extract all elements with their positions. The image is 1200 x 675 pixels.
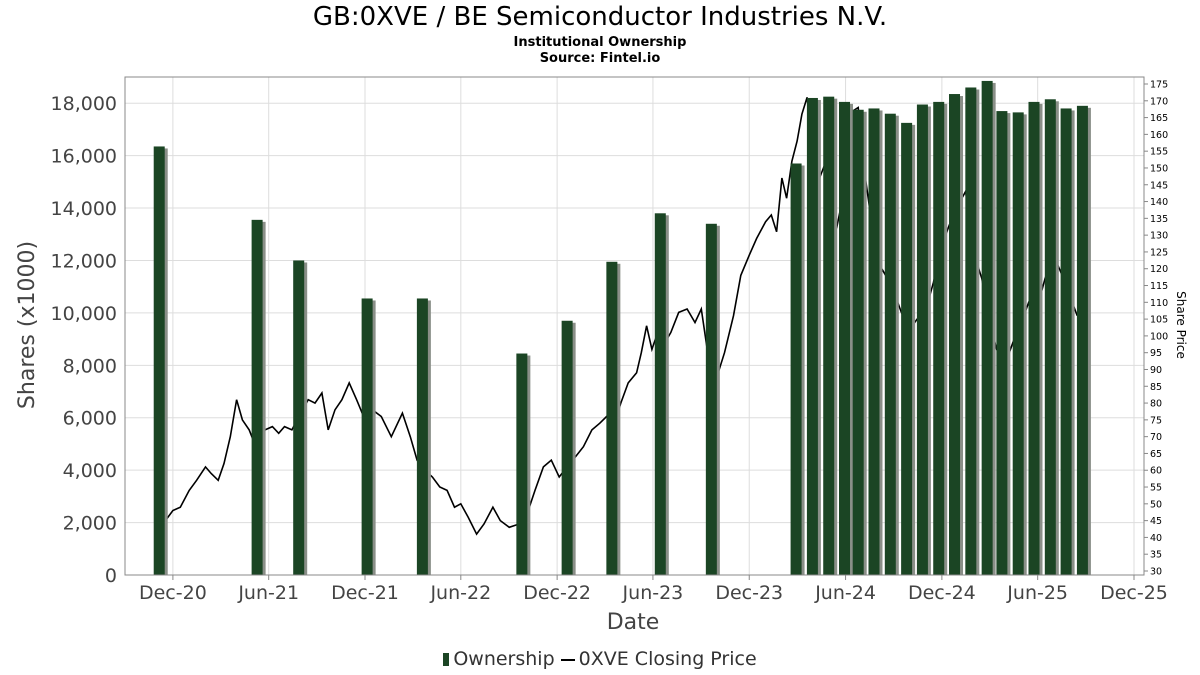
ownership-bar <box>981 80 993 575</box>
ownership-bar <box>1028 101 1040 576</box>
ownership-bar <box>705 223 717 576</box>
legend-ownership-label: Ownership <box>453 648 555 670</box>
y2-tick-label: 175 <box>1150 80 1168 91</box>
ownership-bar <box>516 353 528 575</box>
ownership-bars <box>153 80 1091 576</box>
y-tick-label: 16,000 <box>51 146 117 168</box>
ownership-bar <box>416 298 428 575</box>
legend-ownership-swatch <box>443 653 450 666</box>
y-tick-label: 0 <box>105 565 117 587</box>
y2-tick-label: 30 <box>1150 567 1162 578</box>
x-tick-label: Dec-24 <box>908 582 976 604</box>
ownership-bar <box>852 109 864 576</box>
y2-tick-label: 165 <box>1150 113 1168 124</box>
y2-tick-label: 125 <box>1150 247 1168 258</box>
y2-tick-label: 130 <box>1150 231 1168 242</box>
y2-tick-label: 120 <box>1150 264 1168 275</box>
y2-tick-label: 170 <box>1150 96 1168 107</box>
ownership-bar <box>606 261 618 575</box>
y-tick-label: 4,000 <box>63 460 117 482</box>
y2-tick-label: 145 <box>1150 180 1168 191</box>
y-tick-label: 14,000 <box>51 198 117 220</box>
y2-tick-label: 65 <box>1150 449 1162 460</box>
y2-tick-label: 105 <box>1150 315 1168 326</box>
ownership-bar <box>790 163 802 575</box>
y2-tick-label: 80 <box>1150 399 1162 410</box>
y2-tick-label: 35 <box>1150 550 1162 561</box>
y2-tick-label: 95 <box>1150 348 1162 359</box>
ownership-bar <box>965 87 977 576</box>
ownership-bar <box>1044 99 1056 576</box>
y-tick-label: 8,000 <box>63 355 117 377</box>
x-tick-label: Dec-22 <box>523 582 591 604</box>
y2-tick-label: 90 <box>1150 365 1162 376</box>
ownership-bar <box>1060 108 1072 575</box>
x-tick-label: Dec-25 <box>1100 582 1168 604</box>
y2-tick-label: 140 <box>1150 197 1168 208</box>
y2-tick-label: 45 <box>1150 516 1162 527</box>
legend-price-swatch <box>560 658 575 661</box>
x-axis-label: Date <box>607 610 660 635</box>
y-tick-label: 2,000 <box>63 513 117 535</box>
x-tick-label: Jun-21 <box>237 582 299 604</box>
y2-tick-label: 75 <box>1150 415 1162 426</box>
x-tick-label: Jun-23 <box>622 582 684 604</box>
y2-tick-label: 50 <box>1150 499 1162 510</box>
ownership-bar <box>251 219 263 576</box>
ownership-bar <box>839 101 851 576</box>
ownership-bar <box>901 122 913 576</box>
ownership-bar <box>361 298 373 575</box>
axes: 0 2,000 4,000 6,000 8,000 10,000 12,000 14,000 1… <box>51 76 1168 604</box>
plot-frame <box>124 76 1145 576</box>
y2-tick-label: 40 <box>1150 533 1162 544</box>
x-tick-label: Jun-22 <box>429 582 491 604</box>
ownership-bar <box>949 94 961 576</box>
x-tick-label: Jun-25 <box>1006 582 1068 604</box>
ownership-bar <box>996 111 1008 576</box>
y2-tick-label: 70 <box>1150 432 1162 443</box>
ownership-bar <box>868 108 880 575</box>
y2-tick-label: 100 <box>1150 331 1168 342</box>
legend: Ownership 0XVE Closing Price <box>0 648 1200 670</box>
y2-tick-label: 135 <box>1150 214 1168 225</box>
chart-subtitle: Institutional Ownership <box>513 35 687 50</box>
y-axis-label: Shares (x1000) <box>15 241 40 409</box>
x-tick-label: Dec-23 <box>715 582 783 604</box>
y-tick-label: 12,000 <box>51 250 117 272</box>
y-tick-label: 6,000 <box>63 408 117 430</box>
y2-tick-label: 115 <box>1150 281 1168 292</box>
y2-tick-label: 155 <box>1150 147 1168 158</box>
y2-tick-label: 55 <box>1150 483 1162 494</box>
y2-tick-label: 160 <box>1150 130 1168 141</box>
ownership-bar <box>654 213 666 575</box>
y-tick-label: 18,000 <box>51 93 117 115</box>
y2-tick-label: 110 <box>1150 298 1168 309</box>
ownership-bar <box>884 113 896 576</box>
ownership-bar <box>153 146 165 576</box>
ownership-bar <box>1076 105 1088 576</box>
y2-tick-label: 85 <box>1150 382 1162 393</box>
y-tick-label: 10,000 <box>51 303 117 325</box>
ownership-bar <box>293 260 305 575</box>
x-tick-label: Dec-20 <box>139 582 207 604</box>
ownership-bar <box>823 96 835 575</box>
ownership-bar <box>806 97 818 576</box>
legend-price-label: 0XVE Closing Price <box>578 648 757 670</box>
y2-axis-label: Share Price <box>1174 291 1188 359</box>
chart-source: Source: Fintel.io <box>539 51 661 66</box>
y2-tick-label: 150 <box>1150 163 1168 174</box>
chart-title: GB:0XVE / BE Semiconductor Industries N.… <box>312 2 888 32</box>
x-tick-label: Jun-24 <box>814 582 876 604</box>
ownership-bar <box>916 104 928 575</box>
ownership-bar <box>561 320 573 575</box>
y2-tick-label: 60 <box>1150 466 1162 477</box>
x-tick-label: Dec-21 <box>331 582 399 604</box>
ownership-bar <box>1012 112 1024 575</box>
ownership-bar <box>933 101 945 576</box>
